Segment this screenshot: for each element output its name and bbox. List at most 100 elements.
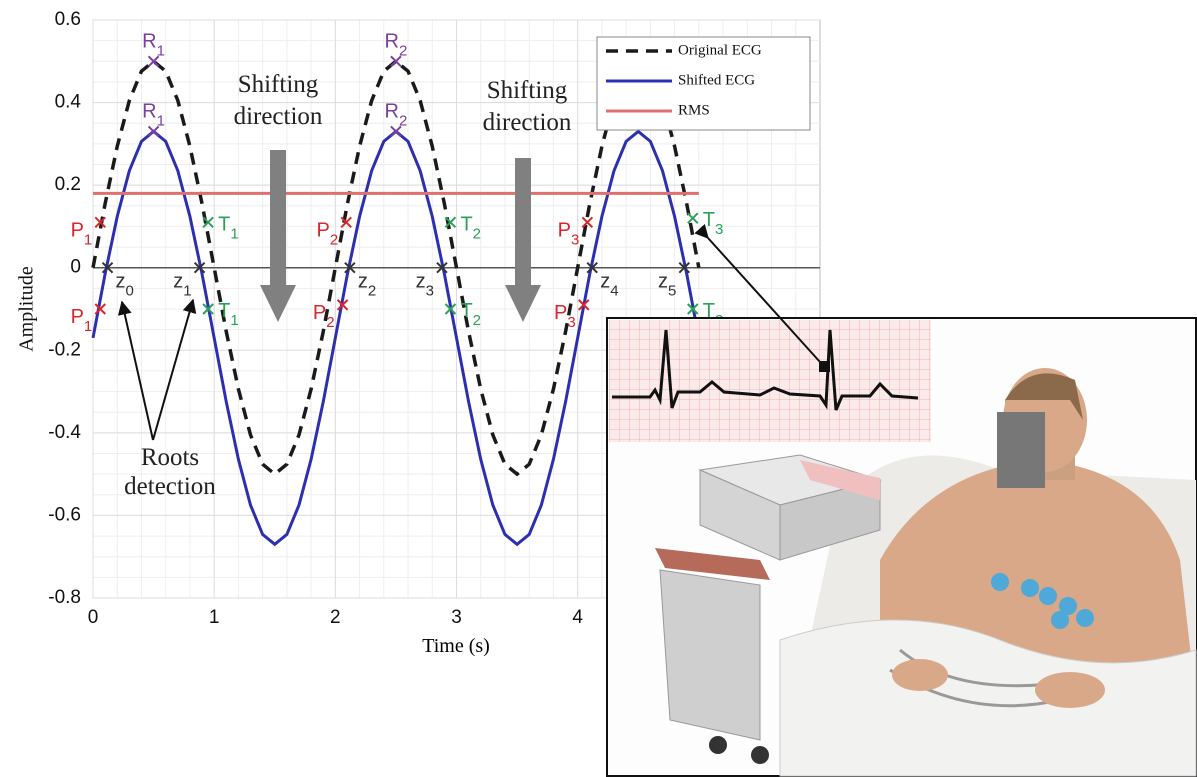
point-marker <box>581 216 594 229</box>
point-label-sub: 1 <box>84 318 92 335</box>
y-tick-label: -0.6 <box>48 504 81 525</box>
point-label-text: T <box>218 300 230 322</box>
cross <box>687 303 699 315</box>
cross <box>101 262 114 274</box>
x-tick-label: 3 <box>451 607 462 628</box>
shift-arrow <box>505 158 541 322</box>
point-label: P3 <box>558 219 580 248</box>
cross <box>94 216 106 229</box>
point-label-text: P <box>554 302 567 324</box>
hand <box>892 659 948 691</box>
point-label-sub: 3 <box>567 314 575 331</box>
cross <box>687 212 699 224</box>
cross <box>581 216 594 229</box>
point-marker <box>336 299 349 311</box>
point-label-text: R <box>385 30 399 52</box>
annotation: direction <box>234 103 323 130</box>
point-label-text: T <box>703 209 715 231</box>
point-label-text: T <box>460 213 472 235</box>
point-label: z5 <box>658 271 676 300</box>
point-label: P1 <box>71 306 93 335</box>
point-label-text: R <box>385 100 399 122</box>
cross <box>586 262 598 274</box>
sheet <box>779 619 1197 777</box>
cross <box>147 125 160 138</box>
point-label-text: z <box>658 271 668 293</box>
point-label: T2 <box>460 300 481 329</box>
cross <box>444 216 457 229</box>
point-marker <box>444 303 457 315</box>
point-label-sub: 4 <box>610 283 618 300</box>
point-label-text: z <box>173 271 183 293</box>
paper-roll <box>800 460 880 500</box>
annotation-arrow <box>152 298 197 441</box>
cart <box>659 569 761 741</box>
point-label: P2 <box>317 219 339 248</box>
wheel <box>709 736 727 754</box>
point-label: z3 <box>416 271 434 300</box>
cross <box>390 55 402 67</box>
point-marker <box>101 262 114 274</box>
point-label: z4 <box>600 271 618 300</box>
x-tick-label: 1 <box>209 607 220 628</box>
point-marker <box>687 303 699 315</box>
hand <box>1035 672 1105 708</box>
cross <box>336 299 349 311</box>
y-axis-label: Amplitude <box>16 266 38 352</box>
cross <box>678 262 691 274</box>
cross <box>444 303 457 315</box>
cart-handle <box>655 548 770 580</box>
cross <box>436 262 448 274</box>
point-label-sub: 3 <box>715 221 723 238</box>
point-label-text: T <box>460 300 472 322</box>
face-mask <box>997 412 1045 488</box>
point-label-sub: 5 <box>668 283 676 300</box>
point-label-sub: 2 <box>368 283 376 300</box>
legend-label: RMS <box>678 102 710 118</box>
point-label-sub: 2 <box>330 231 338 248</box>
point-marker <box>444 216 457 229</box>
point-marker <box>202 303 214 315</box>
point-label-text: z <box>416 271 426 293</box>
point-label: R1 <box>142 100 165 129</box>
point-label-sub: 2 <box>399 112 407 129</box>
point-marker <box>94 303 106 315</box>
y-tick-label: 0 <box>70 257 81 278</box>
point-label-sub: 2 <box>473 225 481 242</box>
point-label-sub: 2 <box>399 42 407 59</box>
y-tick-label: -0.8 <box>48 587 81 608</box>
ecg-trace <box>612 329 919 411</box>
x-tick-label: 0 <box>88 607 99 628</box>
point-label-text: R <box>142 100 156 122</box>
point-label-sub: 0 <box>126 283 134 300</box>
y-tick-label: -0.4 <box>48 422 81 443</box>
point-marker <box>94 216 106 229</box>
point-label: T1 <box>218 300 239 329</box>
annotation: Shifting <box>487 77 568 104</box>
point-marker <box>436 262 448 274</box>
point-marker <box>202 216 214 229</box>
cross <box>344 262 356 274</box>
point-label: P2 <box>313 302 335 331</box>
point-label-sub: 1 <box>230 225 238 242</box>
point-marker <box>687 212 699 224</box>
point-label-text: P <box>71 306 84 328</box>
point-label: R2 <box>385 30 408 59</box>
point-label-text: z <box>116 271 126 293</box>
point-label: T1 <box>218 213 239 242</box>
y-tick-label: 0.2 <box>55 174 81 195</box>
point-label-text: R <box>142 30 156 52</box>
point-marker <box>340 216 352 229</box>
x-axis-label: Time (s) <box>422 635 490 657</box>
y-tick-label: -0.2 <box>48 339 81 360</box>
point-label: P3 <box>554 302 576 331</box>
annotation: Shifting <box>238 71 319 98</box>
point-label-text: P <box>313 302 326 324</box>
callout-arrow <box>694 223 821 363</box>
hair <box>1005 373 1083 420</box>
cross <box>147 55 160 67</box>
point-label-text: P <box>71 219 84 241</box>
point-label-text: z <box>358 271 368 293</box>
point-label: R1 <box>142 30 165 59</box>
